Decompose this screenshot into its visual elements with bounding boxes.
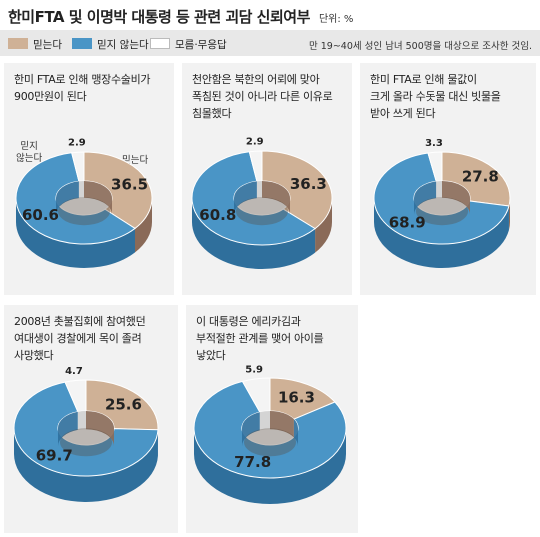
inner-wall-disbelieve-4	[242, 412, 260, 447]
chart-panel-4: 이 대통령은 에리카김과 부적절한 관계를 맺어 아이를 낳았다 16.3 77.…	[186, 305, 358, 533]
value-label-disbelieve-0: 60.6	[22, 206, 59, 224]
slice-disbelieve-3	[13, 381, 159, 477]
value-label-believe-0: 36.5	[111, 175, 148, 193]
inner-wall-unknown-1	[256, 181, 262, 199]
value-label-unknown-1: 2.9	[246, 137, 264, 148]
chart-panel-2: 한미 FTA로 인해 물값이 크게 올라 수돗물 대신 빗물을 받아 쓰게 된다…	[360, 63, 536, 295]
value-label-disbelieve-4: 77.8	[234, 453, 271, 471]
side-disbelieve-3	[14, 428, 158, 503]
inner-wall-disbelieve-2	[414, 181, 437, 215]
value-label-disbelieve-2: 68.9	[389, 213, 426, 231]
value-label-unknown-2: 3.3	[425, 138, 443, 149]
legend-label-believe: 믿는다	[33, 39, 62, 51]
legend-item-believe: 믿는다	[8, 37, 62, 52]
slice-disbelieve-2	[373, 152, 510, 245]
question-text-4: 이 대통령은 에리카김과 부적절한 관계를 맺어 아이를 낳았다	[196, 315, 324, 362]
donut-hole-4	[244, 428, 296, 457]
donut-chart-0: 36.5 60.6 2.9	[15, 138, 153, 268]
inner-wall-disbelieve-1	[234, 181, 257, 215]
value-label-believe-4: 16.3	[278, 388, 315, 406]
slice-disbelieve-1	[191, 151, 316, 246]
donut-chart-1: 36.3 60.8 2.9	[191, 137, 333, 269]
legend-swatch-believe	[8, 38, 28, 49]
value-label-unknown-4: 5.9	[245, 365, 263, 376]
side-disbelieve-0	[16, 198, 136, 268]
value-label-believe-3: 25.6	[105, 395, 142, 413]
inner-wall-believe-0	[84, 181, 112, 215]
chart-title: 한미FTA 및 이명박 대통령 등 관련 괴담 신뢰여부	[8, 8, 310, 26]
inner-wall-believe-4	[270, 411, 294, 438]
value-label-unknown-0: 2.9	[68, 138, 86, 149]
question-text-3: 2008년 촛불집회에 참여했던 여대생이 경찰에게 목이 졸려 사망했다	[14, 315, 146, 362]
chart-panel-3: 2008년 촛불집회에 참여했던 여대생이 경찰에게 목이 졸려 사망했다 25…	[4, 305, 178, 533]
value-label-believe-1: 36.3	[290, 175, 327, 193]
value-label-disbelieve-3: 69.7	[36, 447, 73, 465]
inner-wall-disbelieve-4	[293, 419, 298, 447]
donut-chart-4: 16.3 77.8 5.9	[193, 365, 347, 504]
side-disbelieve-4	[194, 428, 346, 504]
legend-item-disbelieve: 믿지 않는다	[72, 37, 149, 52]
legend-item-unknown: 모름·무응답	[150, 37, 227, 52]
unit-label: 단위: %	[318, 14, 354, 25]
survey-note: 만 19~40세 성인 남녀 500명을 대상으로 조사한 것임.	[308, 41, 532, 52]
donut-hole-0	[58, 197, 110, 226]
slice-disbelieve-4	[193, 380, 347, 479]
value-label-disbelieve-1: 60.8	[199, 206, 236, 224]
donut-chart-3: 25.6 69.7 4.7	[13, 366, 159, 503]
value-label-believe-2: 27.8	[462, 168, 499, 186]
chart-panel-0: 한미 FTA로 인해 맹장수술비가 900만원이 된다 믿지 않는다 믿는다 3…	[4, 63, 174, 295]
donut-hole-1	[236, 197, 288, 226]
chart-panel-1: 천안함은 북한의 어뢰에 맞아 폭침된 것이 아니라 다른 이유로 침몰했다 3…	[182, 63, 352, 295]
side-believe-1	[315, 198, 332, 253]
legend-label-disbelieve: 믿지 않는다	[97, 39, 149, 51]
side-disbelieve-1	[192, 198, 316, 269]
donut-hole-2	[416, 197, 468, 226]
donut-hole-3	[60, 428, 112, 457]
inner-wall-unknown-4	[259, 411, 270, 431]
inner-wall-believe-1	[262, 181, 290, 215]
title-row: 한미FTA 및 이명박 대통령 등 관련 괴담 신뢰여부 단위: %	[8, 6, 353, 28]
inner-wall-unknown-0	[78, 181, 84, 199]
legend-bar: 믿는다 믿지 않는다 모름·무응답 만 19~40세 성인 남녀 500명을 대…	[0, 30, 540, 56]
legend-label-unknown: 모름·무응답	[175, 39, 227, 51]
inner-wall-disbelieve-3	[58, 411, 78, 447]
side-disbelieve-2	[374, 198, 509, 269]
legend-swatch-disbelieve	[72, 38, 92, 49]
slice-disbelieve-0	[15, 152, 136, 245]
question-text-2: 한미 FTA로 인해 물값이 크게 올라 수돗물 대신 빗물을 받아 쓰게 된다	[370, 73, 501, 120]
legend-swatch-unknown	[150, 38, 170, 49]
inner-wall-believe-3	[86, 411, 114, 447]
disbelieve-callout: 믿지 않는다	[16, 141, 43, 164]
inner-wall-disbelieve-0	[56, 181, 79, 215]
inner-wall-unknown-2	[436, 181, 442, 199]
believe-callout: 믿는다	[122, 155, 149, 166]
question-text-1: 천안함은 북한의 어뢰에 맞아 폭침된 것이 아니라 다른 이유로 침몰했다	[192, 73, 333, 120]
side-believe-0	[135, 198, 152, 253]
donut-chart-2: 27.8 68.9 3.3	[373, 138, 511, 269]
inner-wall-believe-2	[442, 181, 470, 215]
value-label-unknown-3: 4.7	[65, 366, 83, 377]
inner-wall-unknown-3	[77, 411, 86, 430]
question-text-0: 한미 FTA로 인해 맹장수술비가 900만원이 된다	[14, 73, 151, 103]
